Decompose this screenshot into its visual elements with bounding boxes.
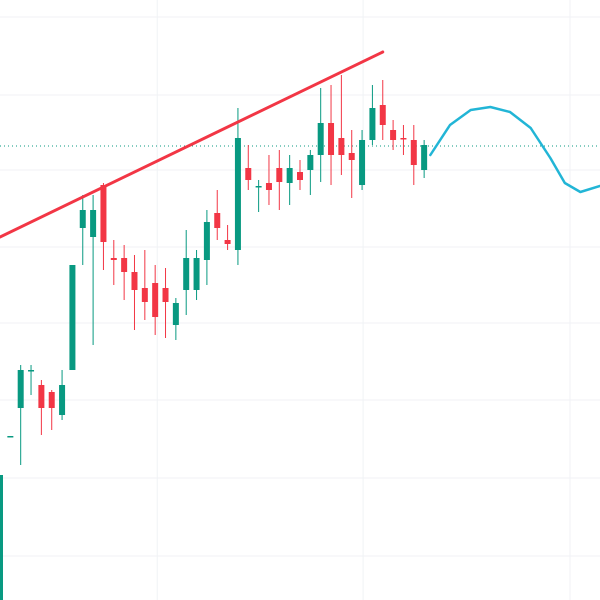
candle-body <box>79 210 86 228</box>
candle-body <box>100 185 107 242</box>
candle-body <box>90 210 97 237</box>
candle-body <box>7 436 14 438</box>
candle-body <box>369 108 376 140</box>
candle-body <box>400 138 407 140</box>
candle-body <box>234 138 241 250</box>
candle-body <box>152 283 159 317</box>
candle-body <box>410 140 417 165</box>
candle-body <box>224 240 231 244</box>
candle-body <box>121 258 128 272</box>
candle-body <box>286 168 293 183</box>
candle-body <box>421 145 428 170</box>
candle-body <box>379 105 386 125</box>
candle-body <box>193 258 200 290</box>
candle-body <box>131 272 138 290</box>
candle-body <box>110 258 117 260</box>
candle-body <box>297 172 303 180</box>
candle-body <box>307 155 314 170</box>
candle-body <box>214 213 221 228</box>
candle-body <box>348 153 355 160</box>
candle-body <box>0 475 3 600</box>
candle-body <box>17 370 24 408</box>
candle-body <box>141 288 148 302</box>
candle-body <box>203 222 210 260</box>
candle-body <box>338 138 345 155</box>
candle-body <box>359 140 366 185</box>
candle-body <box>28 370 35 372</box>
candle-body <box>183 258 190 290</box>
candle-body <box>255 186 262 188</box>
candle-body <box>69 265 76 370</box>
candle-body <box>245 168 252 180</box>
trend-line <box>0 50 385 239</box>
candle-body <box>59 385 66 415</box>
candle-body <box>328 123 335 155</box>
candle-body <box>390 130 397 140</box>
candle-body <box>172 303 179 325</box>
candle-body <box>162 288 169 302</box>
candle-body <box>276 168 283 182</box>
candle-body <box>48 392 55 408</box>
forecast-line <box>429 105 600 194</box>
candle-body <box>38 385 45 408</box>
candle-body <box>317 123 324 155</box>
candle-body <box>265 183 272 190</box>
